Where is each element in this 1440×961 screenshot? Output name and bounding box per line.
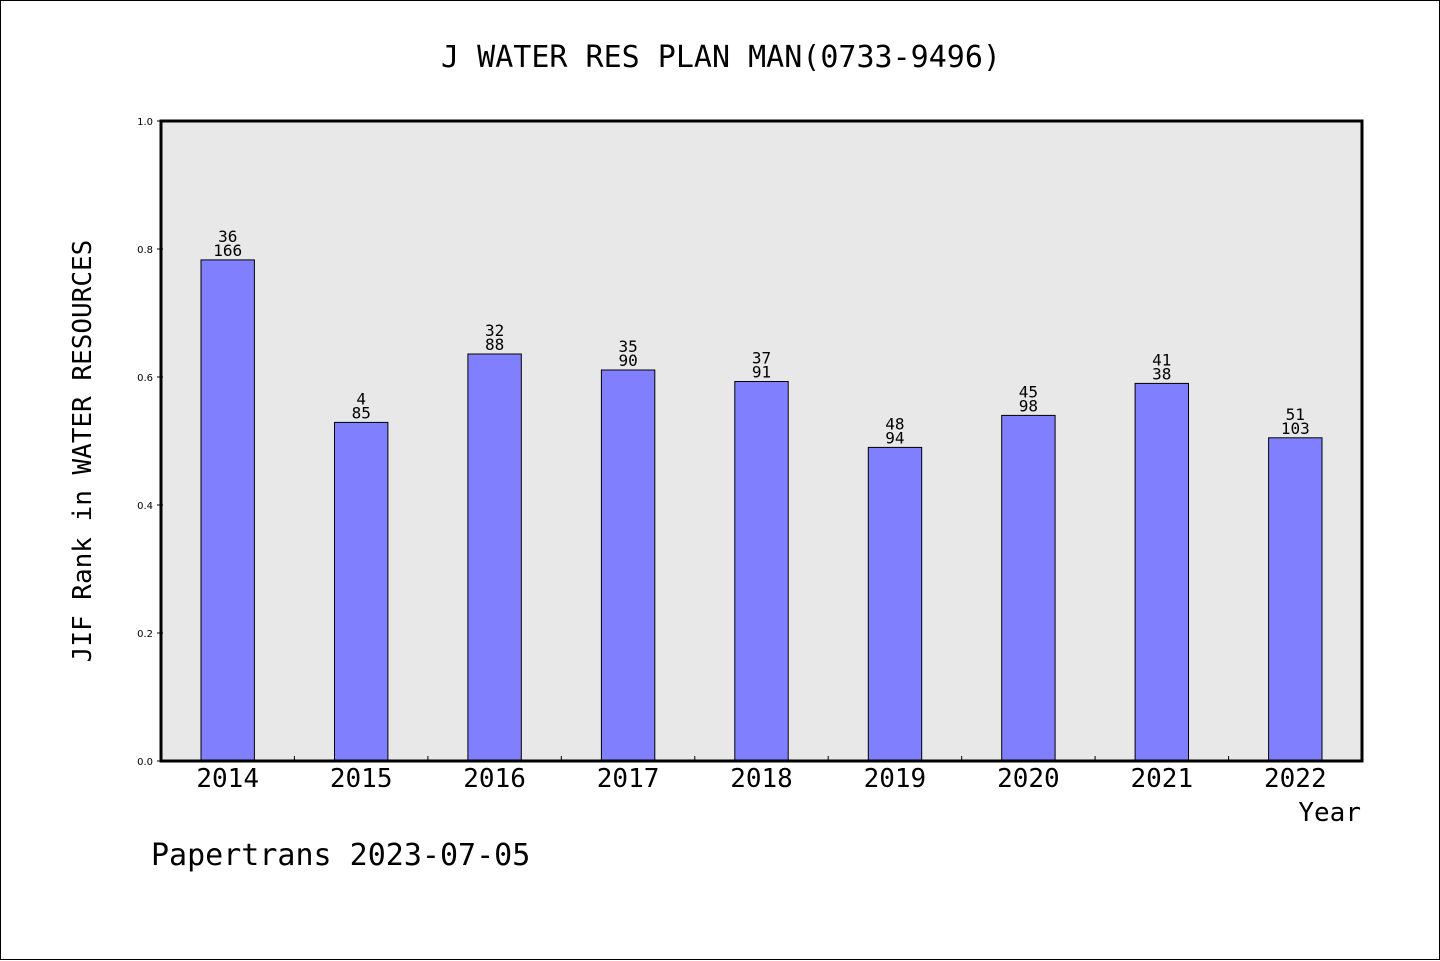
x-tick-label-2014: 2014 xyxy=(196,764,259,794)
bar-label-2018-line1: 37 xyxy=(752,349,771,368)
bar-2022 xyxy=(1268,437,1323,762)
y-axis-ticks: 0.0 0.2 0.4 0.6 0.8 1.0 xyxy=(137,117,163,768)
bar-2018 xyxy=(734,381,789,762)
bar-label-2021-line2: 38 xyxy=(1152,364,1171,383)
bar-2019 xyxy=(867,446,923,762)
y-tick-label-0.4: 0.4 xyxy=(137,501,153,512)
bar-label-2022-line1: 51 xyxy=(1286,405,1305,424)
bars-group xyxy=(200,259,1323,762)
y-tick-label-0.8: 0.8 xyxy=(137,245,153,256)
bar-label-2015-line2: 85 xyxy=(352,403,371,422)
bar-label-2018-line2: 91 xyxy=(752,363,771,382)
x-tick-label-2015: 2015 xyxy=(330,764,393,794)
bar-label-2017-line2: 90 xyxy=(618,351,637,370)
x-tick-label-2016: 2016 xyxy=(463,764,526,794)
x-tick-label-2022: 2022 xyxy=(1264,764,1327,794)
bar-label-2022-line2: 103 xyxy=(1281,419,1310,438)
y-axis-label: JIF Rank in WATER RESOURCES xyxy=(68,240,98,663)
x-tick-label-2019: 2019 xyxy=(864,764,927,794)
x-axis-ticks: 2014 2015 2016 2017 2018 2019 2020 2021 2022 xyxy=(196,756,1327,794)
bar-label-2021-line1: 41 xyxy=(1152,350,1171,369)
x-tick-label-2017: 2017 xyxy=(597,764,660,794)
bar-label-2014-line1: 36 xyxy=(218,227,237,246)
footer-credit: Papertrans 2023-07-05 xyxy=(151,838,530,873)
chart-title: J WATER RES PLAN MAN(0733-9496) xyxy=(441,40,1001,75)
bar-label-2016-line1: 32 xyxy=(485,321,504,340)
plot-border xyxy=(159,119,1364,763)
bar-label-2016-line2: 88 xyxy=(485,335,504,354)
bar-2016 xyxy=(467,353,522,762)
bar-label-2019-line1: 48 xyxy=(885,414,904,433)
y-tick-label-1.0: 1.0 xyxy=(137,117,153,128)
y-tick-label-0.2: 0.2 xyxy=(137,629,153,640)
x-tick-label-2021: 2021 xyxy=(1130,764,1193,794)
bar-label-2017-line1: 35 xyxy=(618,337,637,356)
bar-label-2019-line2: 94 xyxy=(885,428,904,447)
y-tick-label-0.0: 0.0 xyxy=(137,757,153,768)
bar-label-2020-line2: 98 xyxy=(1019,396,1038,415)
bar-2021 xyxy=(1134,382,1189,762)
bar-2014 xyxy=(200,259,255,762)
x-axis-label: Year xyxy=(1298,798,1361,828)
bar-2017 xyxy=(600,369,656,762)
x-tick-label-2020: 2020 xyxy=(997,764,1060,794)
bar-label-2015-line1: 4 xyxy=(356,389,366,408)
y-tick-label-0.6: 0.6 xyxy=(137,373,153,384)
bar-label-2014-line2: 166 xyxy=(213,241,242,260)
x-tick-label-2018: 2018 xyxy=(730,764,793,794)
bar-2015 xyxy=(334,421,389,762)
bar-2020 xyxy=(1001,414,1056,762)
bar-label-2020-line1: 45 xyxy=(1019,382,1038,401)
